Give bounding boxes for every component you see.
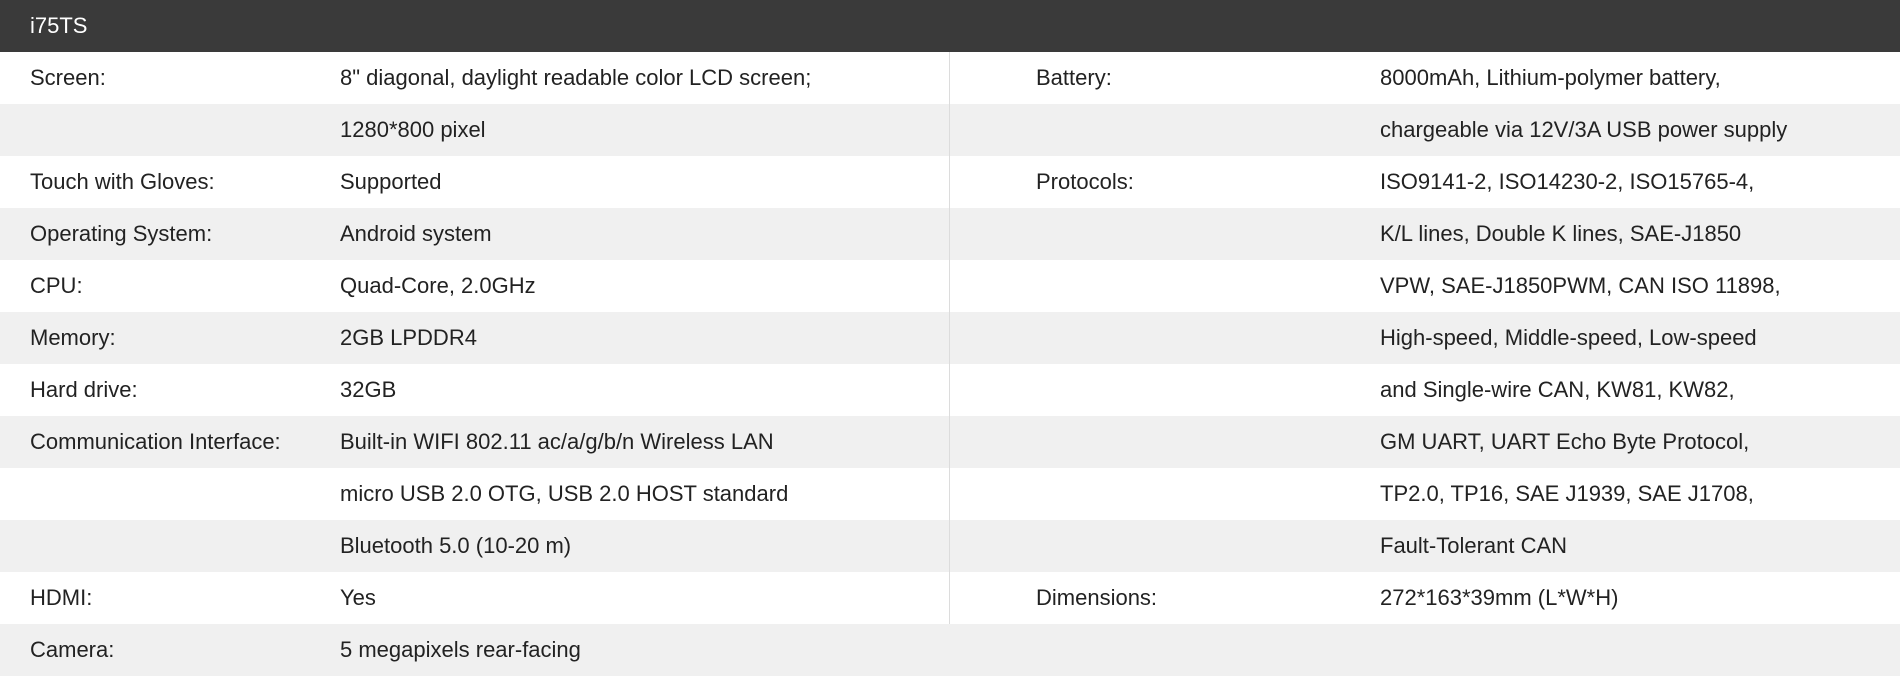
spec-value: ISO9141-2, ISO14230-2, ISO15765-4, <box>1380 169 1755 194</box>
spec-value: Fault-Tolerant CAN <box>1380 533 1568 558</box>
spec-value: Built-in WIFI 802.11 ac/a/g/b/n Wireless… <box>340 429 774 454</box>
spec-label: Hard drive: <box>30 377 138 402</box>
spec-label: Memory: <box>30 325 116 350</box>
spec-label: Screen: <box>30 65 106 90</box>
spec-value: 32GB <box>340 377 397 402</box>
spec-row: Communication Interface: Built-in WIFI 80… <box>0 416 1900 468</box>
spec-row: CPU: Quad-Core, 2.0GHz VPW, SAE-J1850PWM, … <box>0 260 1900 312</box>
spec-label: HDMI: <box>30 585 93 610</box>
spec-row: 1280*800 pixel chargeable via 12V/3A USB … <box>0 104 1900 156</box>
spec-table: Screen: 8" diagonal, daylight readable co… <box>0 52 1900 676</box>
column-divider <box>949 572 950 624</box>
column-divider <box>949 416 950 468</box>
spec-row: Camera: 5 megapixels rear-facing <box>0 624 1900 676</box>
spec-label: Camera: <box>30 637 115 662</box>
spec-label: Communication Interface: <box>30 429 281 454</box>
column-divider <box>949 312 950 364</box>
spec-value: chargeable via 12V/3A USB power supply <box>1380 117 1788 142</box>
spec-label: Operating System: <box>30 221 213 246</box>
spec-row: Memory: 2GB LPDDR4 High-speed, Middle-spee… <box>0 312 1900 364</box>
column-divider <box>949 104 950 156</box>
spec-label: Dimensions: <box>1036 585 1158 610</box>
column-divider <box>949 468 950 520</box>
spec-label: CPU: <box>30 273 83 298</box>
spec-row: Operating System: Android system K/L lines… <box>0 208 1900 260</box>
spec-value: 272*163*39mm (L*W*H) <box>1380 585 1619 610</box>
spec-row: Bluetooth 5.0 (10-20 m) Fault-Tolerant CA… <box>0 520 1900 572</box>
spec-value: VPW, SAE-J1850PWM, CAN ISO 11898, <box>1380 273 1781 298</box>
column-divider <box>949 208 950 260</box>
spec-value: High-speed, Middle-speed, Low-speed <box>1380 325 1757 350</box>
spec-label: Protocols: <box>1036 169 1134 194</box>
spec-value: Quad-Core, 2.0GHz <box>340 273 536 298</box>
column-divider <box>949 52 950 104</box>
spec-value: GM UART, UART Echo Byte Protocol, <box>1380 429 1750 454</box>
spec-row: Screen: 8" diagonal, daylight readable co… <box>0 52 1900 104</box>
spec-row: HDMI: Yes Dimensions: 272*163*39mm (L*W*H) <box>0 572 1900 624</box>
spec-row: Hard drive: 32GB and Single-wire CAN, KW81… <box>0 364 1900 416</box>
spec-value: TP2.0, TP16, SAE J1939, SAE J1708, <box>1380 481 1754 506</box>
spec-value: micro USB 2.0 OTG, USB 2.0 HOST standard <box>340 481 789 506</box>
column-divider <box>949 156 950 208</box>
spec-value: 1280*800 pixel <box>340 117 486 142</box>
spec-value: 2GB LPDDR4 <box>340 325 477 350</box>
column-divider <box>949 520 950 572</box>
column-divider <box>949 260 950 312</box>
spec-row: micro USB 2.0 OTG, USB 2.0 HOST standard… <box>0 468 1900 520</box>
spec-value: K/L lines, Double K lines, SAE-J1850 <box>1380 221 1742 246</box>
spec-value: Android system <box>340 221 492 246</box>
spec-value: Bluetooth 5.0 (10-20 m) <box>340 533 572 558</box>
spec-row: Touch with Gloves: Supported Protocols: IS… <box>0 156 1900 208</box>
column-divider <box>949 364 950 416</box>
spec-value: 8000mAh, Lithium-polymer battery, <box>1380 65 1721 90</box>
spec-value: and Single-wire CAN, KW81, KW82, <box>1380 377 1735 402</box>
spec-label: Battery: <box>1036 65 1112 90</box>
spec-value: Yes <box>340 585 376 610</box>
spec-value: 8" diagonal, daylight readable color LCD… <box>340 65 812 90</box>
spec-value: 5 megapixels rear-facing <box>340 637 581 662</box>
spec-value: Supported <box>340 169 442 194</box>
table-header-title: i75TS <box>0 0 1900 52</box>
spec-label: Touch with Gloves: <box>30 169 215 194</box>
